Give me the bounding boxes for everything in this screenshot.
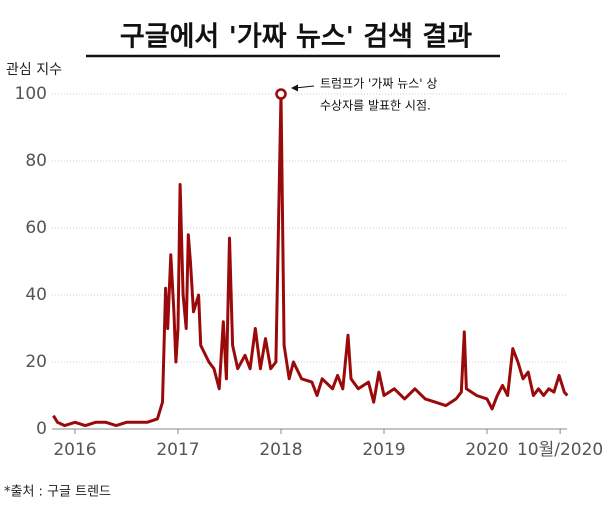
y-tick-label: 80 (25, 151, 47, 171)
annotation-arrowhead (291, 84, 298, 92)
x-tick-label: 2020 (465, 440, 508, 460)
source: *출처 : 구글 트렌드 (4, 485, 111, 500)
peak-marker (275, 88, 287, 100)
y-tick-label: 40 (25, 285, 47, 305)
x-tick-label: 2017 (156, 440, 199, 460)
y-tick-label: 20 (25, 352, 47, 372)
annotation: 수상자를 발표한 시점. (320, 99, 431, 113)
x-tick-label: 2018 (259, 440, 302, 460)
chart-title: 구글에서 '가짜 뉴스' 검색 결과 (120, 22, 472, 53)
y-tick-label: 100 (15, 84, 47, 104)
line (52, 92, 569, 428)
y-axis-label: 관심 지수 (6, 62, 62, 78)
x-tick-label: 2016 (53, 440, 96, 460)
annotation: 트럼프가 '가짜 뉴스' 상 (320, 77, 437, 91)
y-tick-label: 0 (36, 419, 47, 439)
annotation-arrow (294, 85, 315, 89)
x-tick-label: 2019 (362, 440, 405, 460)
y-tick-label: 60 (25, 218, 47, 238)
x-tick-label: 10월/2020 (517, 440, 603, 460)
